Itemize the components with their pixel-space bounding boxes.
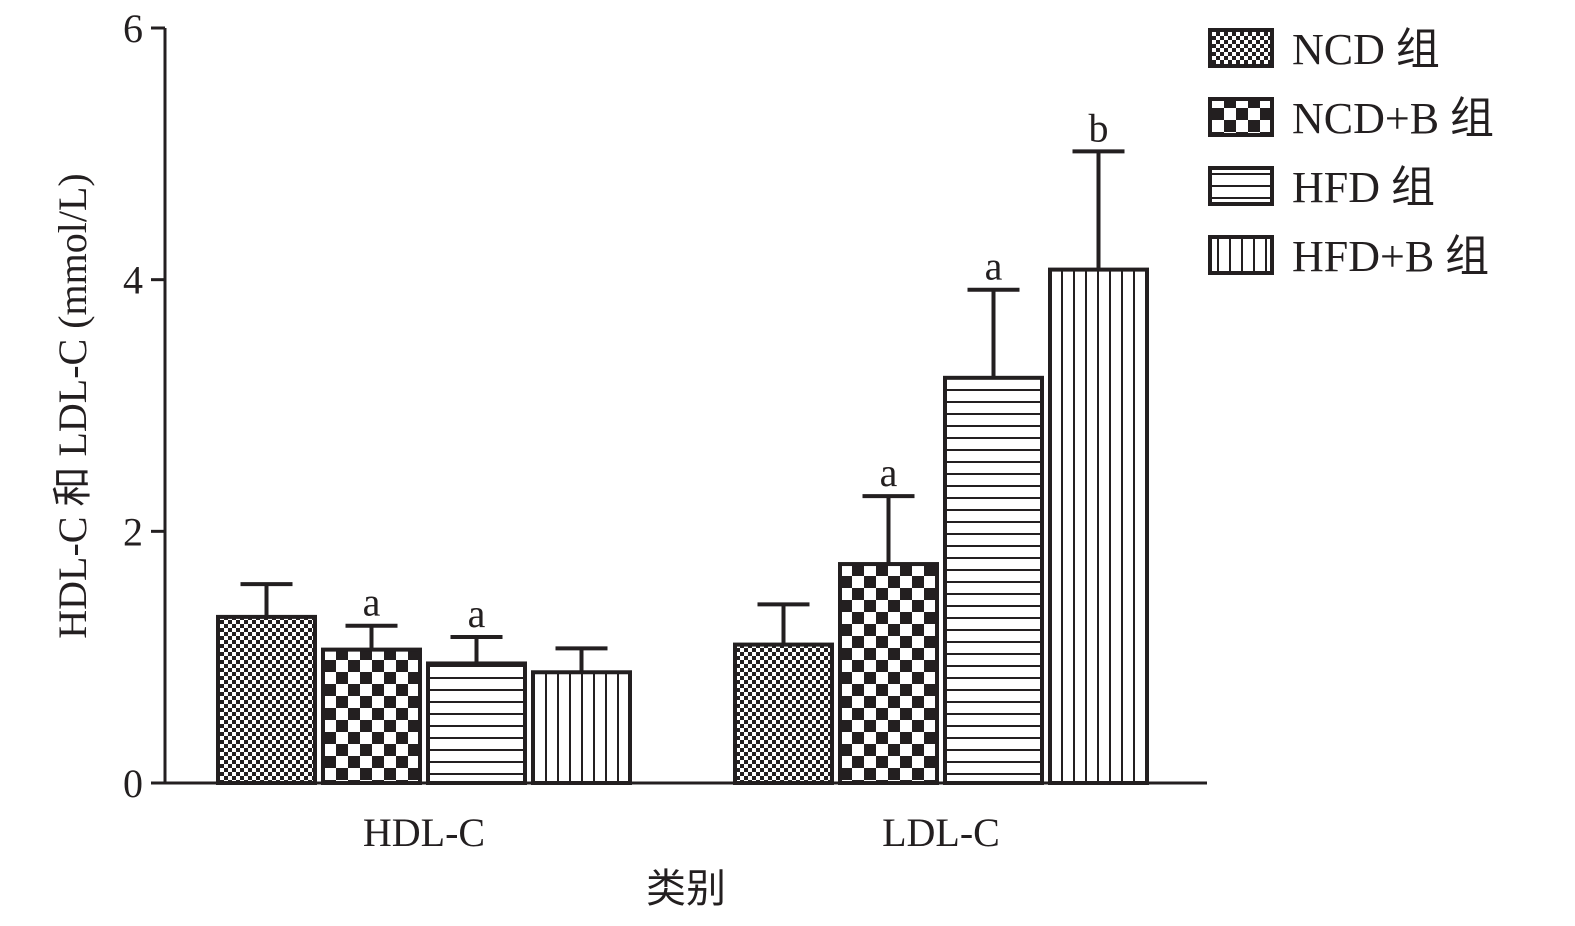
y-tick-label: 2 (123, 509, 143, 554)
bar (733, 642, 834, 785)
y-axis-title: HDL-C 和 LDL-C (mmol/L) (50, 173, 95, 639)
significance-label: a (468, 591, 486, 636)
bar (531, 670, 632, 785)
significance-label: a (985, 244, 1003, 289)
legend-label: NCD 组 (1292, 25, 1440, 74)
bars (216, 267, 1149, 786)
legend-swatch (1208, 166, 1274, 206)
x-axis-title: 类别 (646, 866, 726, 911)
legend-swatch (1208, 28, 1274, 68)
y-tick-label: 0 (123, 761, 143, 806)
legend-label: NCD+B 组 (1292, 94, 1494, 143)
y-tick-label: 6 (123, 6, 143, 51)
significance-label: a (880, 450, 898, 495)
axes: 0 2 4 6 HDL-C LDL-C 类别 HDL-C 和 LDL-C (mmol/L) (50, 6, 1207, 911)
legend-swatch (1208, 235, 1274, 275)
y-tick-label: 4 (123, 258, 143, 303)
significance-labels: a a a a b (363, 105, 1109, 636)
bar (216, 614, 317, 786)
x-category-label: HDL-C (363, 810, 485, 855)
significance-label: a (363, 580, 381, 625)
bar (321, 647, 422, 785)
legend: NCD 组 NCD+B 组 HFD 组 HFD+B 组 (1208, 25, 1494, 281)
legend-label: HFD 组 (1292, 163, 1435, 212)
significance-label: b (1089, 105, 1109, 150)
bar (838, 562, 939, 785)
error-bars (240, 149, 1125, 673)
legend-swatch (1208, 97, 1274, 137)
legend-label: HFD+B 组 (1292, 232, 1489, 281)
bar (426, 661, 527, 785)
bar (943, 375, 1044, 785)
bar (1048, 267, 1149, 786)
x-category-label: LDL-C (882, 810, 1000, 855)
